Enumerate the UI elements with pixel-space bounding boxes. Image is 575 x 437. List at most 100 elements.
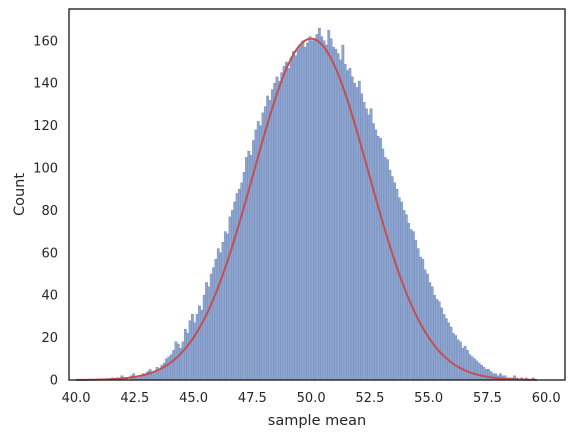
normal-fit-curve: [76, 37, 537, 381]
y-tick-label: 120: [33, 119, 58, 134]
histogram-bar: [362, 102, 366, 381]
histogram-bar: [214, 258, 218, 381]
histogram-bar: [181, 341, 185, 381]
histogram-bar: [228, 216, 232, 381]
histogram-bar: [235, 193, 239, 381]
histogram-bar: [261, 112, 265, 381]
histogram-bar: [364, 108, 368, 381]
histogram-bar: [273, 82, 277, 381]
histogram-bar: [193, 322, 197, 381]
histogram-bar: [245, 157, 248, 381]
x-axis-label: sample mean: [268, 413, 366, 429]
histogram-bar: [484, 369, 488, 381]
x-tick-label: 40.0: [62, 391, 91, 406]
histogram-bar: [280, 72, 284, 381]
histogram-bar: [317, 27, 321, 381]
histogram-bar: [374, 129, 378, 381]
histogram-bar: [313, 38, 317, 381]
y-axis-label: Count: [12, 173, 28, 216]
histogram-bar: [299, 44, 302, 381]
y-tick-label: 0: [50, 374, 58, 389]
histogram-bar: [205, 282, 208, 381]
histogram-bar: [381, 148, 385, 381]
histogram-bar: [360, 93, 364, 381]
histogram-bar: [470, 356, 474, 381]
histogram-bar: [459, 341, 462, 381]
histogram-bar: [176, 343, 180, 381]
histogram-bar: [447, 322, 451, 381]
histogram-bar: [463, 345, 467, 381]
x-tick-label: 55.0: [414, 391, 443, 406]
histogram-bar: [278, 80, 281, 381]
histogram-bar: [367, 114, 371, 381]
histogram-bar: [388, 169, 392, 381]
histogram-bar: [383, 157, 387, 381]
histogram-bars: [111, 27, 535, 381]
y-tick-labels: 0 20 40 60 80 100 120 140 160: [33, 34, 58, 388]
histogram-bar: [430, 286, 434, 381]
histogram-bar: [259, 125, 262, 381]
histogram-bar: [456, 339, 460, 381]
histogram-bar: [320, 36, 324, 381]
histogram-bar: [350, 76, 354, 381]
histogram-bar: [306, 42, 309, 381]
histogram-bar: [348, 68, 352, 381]
histogram-bar: [165, 358, 168, 381]
histogram-bar: [327, 30, 331, 381]
histogram-bar: [428, 282, 432, 381]
histogram-bar: [390, 176, 394, 381]
histogram-bar: [473, 358, 476, 381]
histogram-bar: [287, 68, 291, 381]
histogram-bar: [169, 354, 173, 381]
x-tick-labels: 40.0 42.5 45.0 47.5 50.0 52.5 55.0 57.5 60.0: [62, 391, 561, 406]
histogram-bar: [468, 354, 472, 381]
histogram-bar: [221, 241, 225, 381]
histogram-bar: [376, 135, 380, 381]
x-tick-label: 50.0: [297, 391, 326, 406]
histogram-bar: [400, 201, 404, 381]
histogram-bar: [451, 333, 455, 381]
histogram-bar: [230, 210, 234, 381]
histogram-bar: [186, 333, 190, 381]
histogram-bar: [487, 369, 490, 381]
histogram-bar: [454, 335, 458, 381]
histogram-bar: [172, 350, 175, 381]
y-tick-label: 140: [33, 77, 58, 92]
histogram-bar: [419, 256, 422, 381]
histogram-bar: [346, 70, 349, 381]
histogram-bar: [416, 248, 420, 381]
histogram-bar: [310, 40, 314, 381]
histogram-bar: [482, 367, 486, 381]
histogram-bar: [266, 95, 270, 381]
histogram-bar: [167, 356, 171, 381]
histogram-bar: [435, 299, 439, 381]
histogram-bar: [369, 108, 373, 381]
histogram-bar: [395, 188, 399, 381]
histogram-bar: [339, 59, 342, 381]
histogram-bar: [195, 314, 199, 381]
histogram-bar: [296, 49, 300, 381]
y-tick-label: 40: [41, 289, 58, 304]
histogram-bar: [332, 46, 335, 381]
histogram-bar: [477, 362, 481, 381]
histogram-bar: [289, 57, 293, 381]
histogram-bar: [372, 123, 375, 381]
histogram-bar: [329, 38, 333, 381]
histogram-bar: [308, 36, 312, 381]
histogram-bar: [322, 40, 326, 381]
histogram-bar: [233, 201, 237, 381]
histogram-bar: [268, 99, 272, 381]
histogram-bar: [202, 295, 206, 381]
histogram-bar: [183, 328, 187, 381]
histogram-bar: [386, 159, 389, 381]
histogram-bar: [325, 44, 328, 381]
y-tick-label: 160: [33, 34, 58, 49]
histogram-bar: [343, 63, 347, 381]
histogram-bar: [151, 373, 154, 381]
x-tick-label: 47.5: [238, 391, 267, 406]
histogram-bar: [294, 55, 298, 381]
histogram-bar: [263, 106, 267, 381]
histogram-bar: [466, 350, 469, 381]
histogram-bar: [421, 258, 425, 381]
